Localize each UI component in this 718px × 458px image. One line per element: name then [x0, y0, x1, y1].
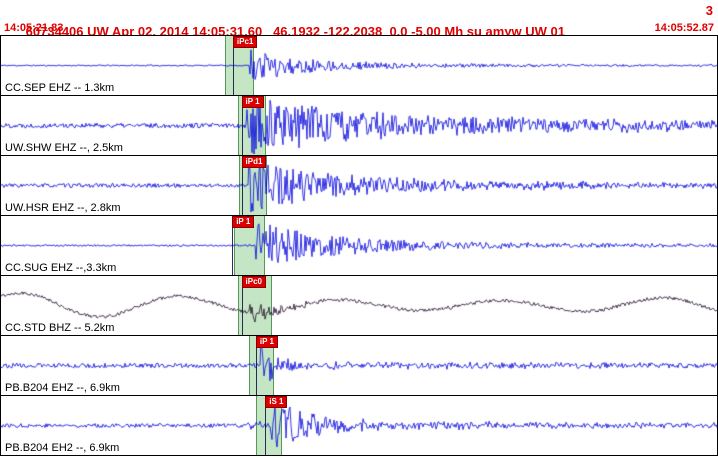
seismogram-trace[interactable] [1, 96, 717, 155]
pick-time-line[interactable] [241, 96, 243, 155]
pick-flag[interactable]: iP 1 [232, 216, 255, 228]
channel-label: CC.STD BHZ -- 5.2km [5, 322, 115, 334]
channel-label: UW.HSR EHZ --, 2.8km [5, 202, 121, 214]
waveform-panel: iPc0 CC.STD BHZ -- 5.2km [0, 275, 718, 336]
pick-flag[interactable]: iP 1 [255, 336, 278, 348]
pick-time-line[interactable] [255, 336, 257, 395]
event-trailing-number: 3 [705, 3, 713, 18]
seismogram-trace[interactable] [1, 156, 717, 215]
pick-time-line[interactable] [241, 276, 243, 335]
pick-flag[interactable]: iP 1 [241, 96, 264, 108]
channel-label: CC.SEP EHZ -- 1.3km [5, 82, 115, 94]
waveform-panel: iP 1 CC.SUG EHZ --,3.3km [0, 215, 718, 276]
pick-flag[interactable]: iS 1 [265, 396, 288, 408]
waveform-panel: iPc1 CC.SEP EHZ -- 1.3km [0, 35, 718, 96]
pick-time-line[interactable] [232, 36, 234, 95]
channel-label: PB.B204 EH2 --, 6.9km [5, 442, 120, 454]
pick-flag[interactable]: iPd1 [241, 156, 267, 168]
header: 60734406 UW Apr 02, 2014 14:05:31.60 46.… [0, 0, 718, 39]
event-summary-line: 60734406 UW Apr 02, 2014 14:05:31.60 46.… [0, 0, 718, 39]
waveform-panel: iPd1 UW.HSR EHZ --, 2.8km [0, 155, 718, 216]
waveform-panel-stack: iPc1 CC.SEP EHZ -- 1.3km iP 1 UW.SHW EHZ… [0, 35, 718, 456]
channel-label: UW.SHW EHZ --, 2.5km [5, 142, 123, 154]
channel-label: PB.B204 EHZ --, 6.9km [5, 382, 120, 394]
seismogram-trace[interactable] [1, 216, 717, 275]
pick-time-line[interactable] [265, 396, 267, 455]
seismogram-trace[interactable] [1, 36, 717, 95]
waveform-panel: iS 1 PB.B204 EH2 --, 6.9km [0, 395, 718, 456]
pick-time-line[interactable] [232, 216, 234, 275]
window-end-time: 14:05:52.87 [654, 22, 714, 34]
seismogram-trace[interactable] [1, 276, 717, 335]
waveform-panel: iP 1 UW.SHW EHZ --, 2.5km [0, 95, 718, 156]
pick-flag[interactable]: iPc0 [241, 276, 266, 288]
window-start-time: 14:05:21.83 [4, 22, 64, 34]
channel-label: CC.SUG EHZ --,3.3km [5, 262, 117, 274]
waveform-panel: iP 1 PB.B204 EHZ --, 6.9km [0, 335, 718, 396]
pick-flag[interactable]: iPc1 [232, 36, 258, 48]
seismogram-trace[interactable] [1, 396, 717, 455]
time-window-line: 14:05:21.83 14:05:52.87 [0, 21, 718, 36]
pick-time-line[interactable] [241, 156, 243, 215]
seismogram-trace[interactable] [1, 336, 717, 395]
